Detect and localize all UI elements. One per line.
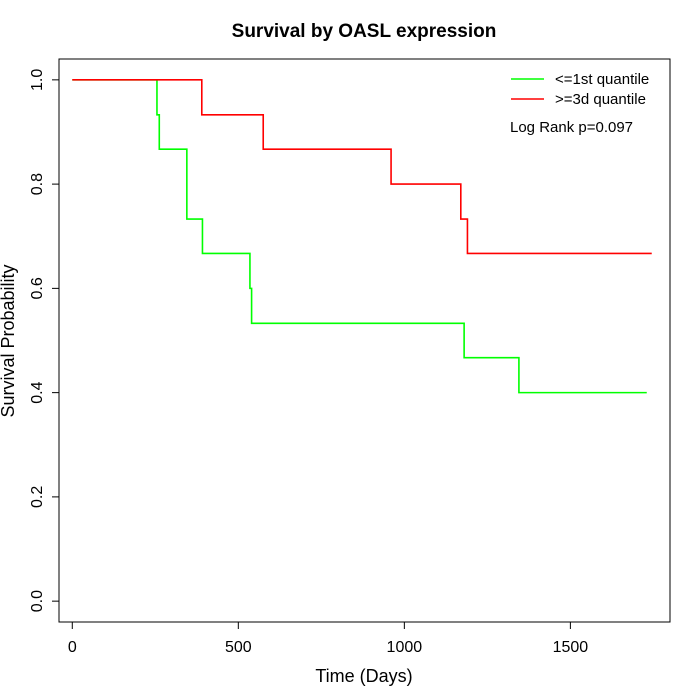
x-tick-label: 1500 bbox=[553, 639, 589, 656]
x-tick-label: 500 bbox=[225, 639, 252, 656]
chart-title: Survival by OASL expression bbox=[232, 21, 497, 42]
legend: <=1st quantile >=3d quantile bbox=[511, 71, 649, 108]
x-tick-label: 0 bbox=[68, 639, 77, 656]
y-tick-label: 0.2 bbox=[29, 486, 46, 508]
y-tick-label: 0.6 bbox=[29, 277, 46, 299]
legend-label-2: >=3d quantile bbox=[555, 91, 646, 108]
y-tick-label: 1.0 bbox=[29, 69, 46, 91]
series-lines bbox=[72, 79, 652, 394]
log-rank-annotation: Log Rank p=0.097 bbox=[510, 119, 633, 136]
y-axis: 0.0 0.2 0.4 0.6 0.8 1.0 bbox=[29, 69, 60, 612]
y-tick-label: 0.4 bbox=[29, 381, 46, 403]
plot-frame bbox=[58, 58, 671, 623]
y-tick-label: 0.8 bbox=[29, 173, 46, 195]
x-axis-label: Time (Days) bbox=[315, 666, 412, 686]
series-line-1 bbox=[72, 79, 647, 394]
legend-label-1: <=1st quantile bbox=[555, 71, 649, 88]
y-axis-label: Survival Probability bbox=[0, 264, 18, 417]
x-tick-label: 1000 bbox=[387, 639, 423, 656]
x-axis: 0 500 1000 1500 bbox=[68, 621, 589, 656]
series-line-2 bbox=[72, 79, 652, 255]
y-tick-label: 0.0 bbox=[29, 590, 46, 612]
